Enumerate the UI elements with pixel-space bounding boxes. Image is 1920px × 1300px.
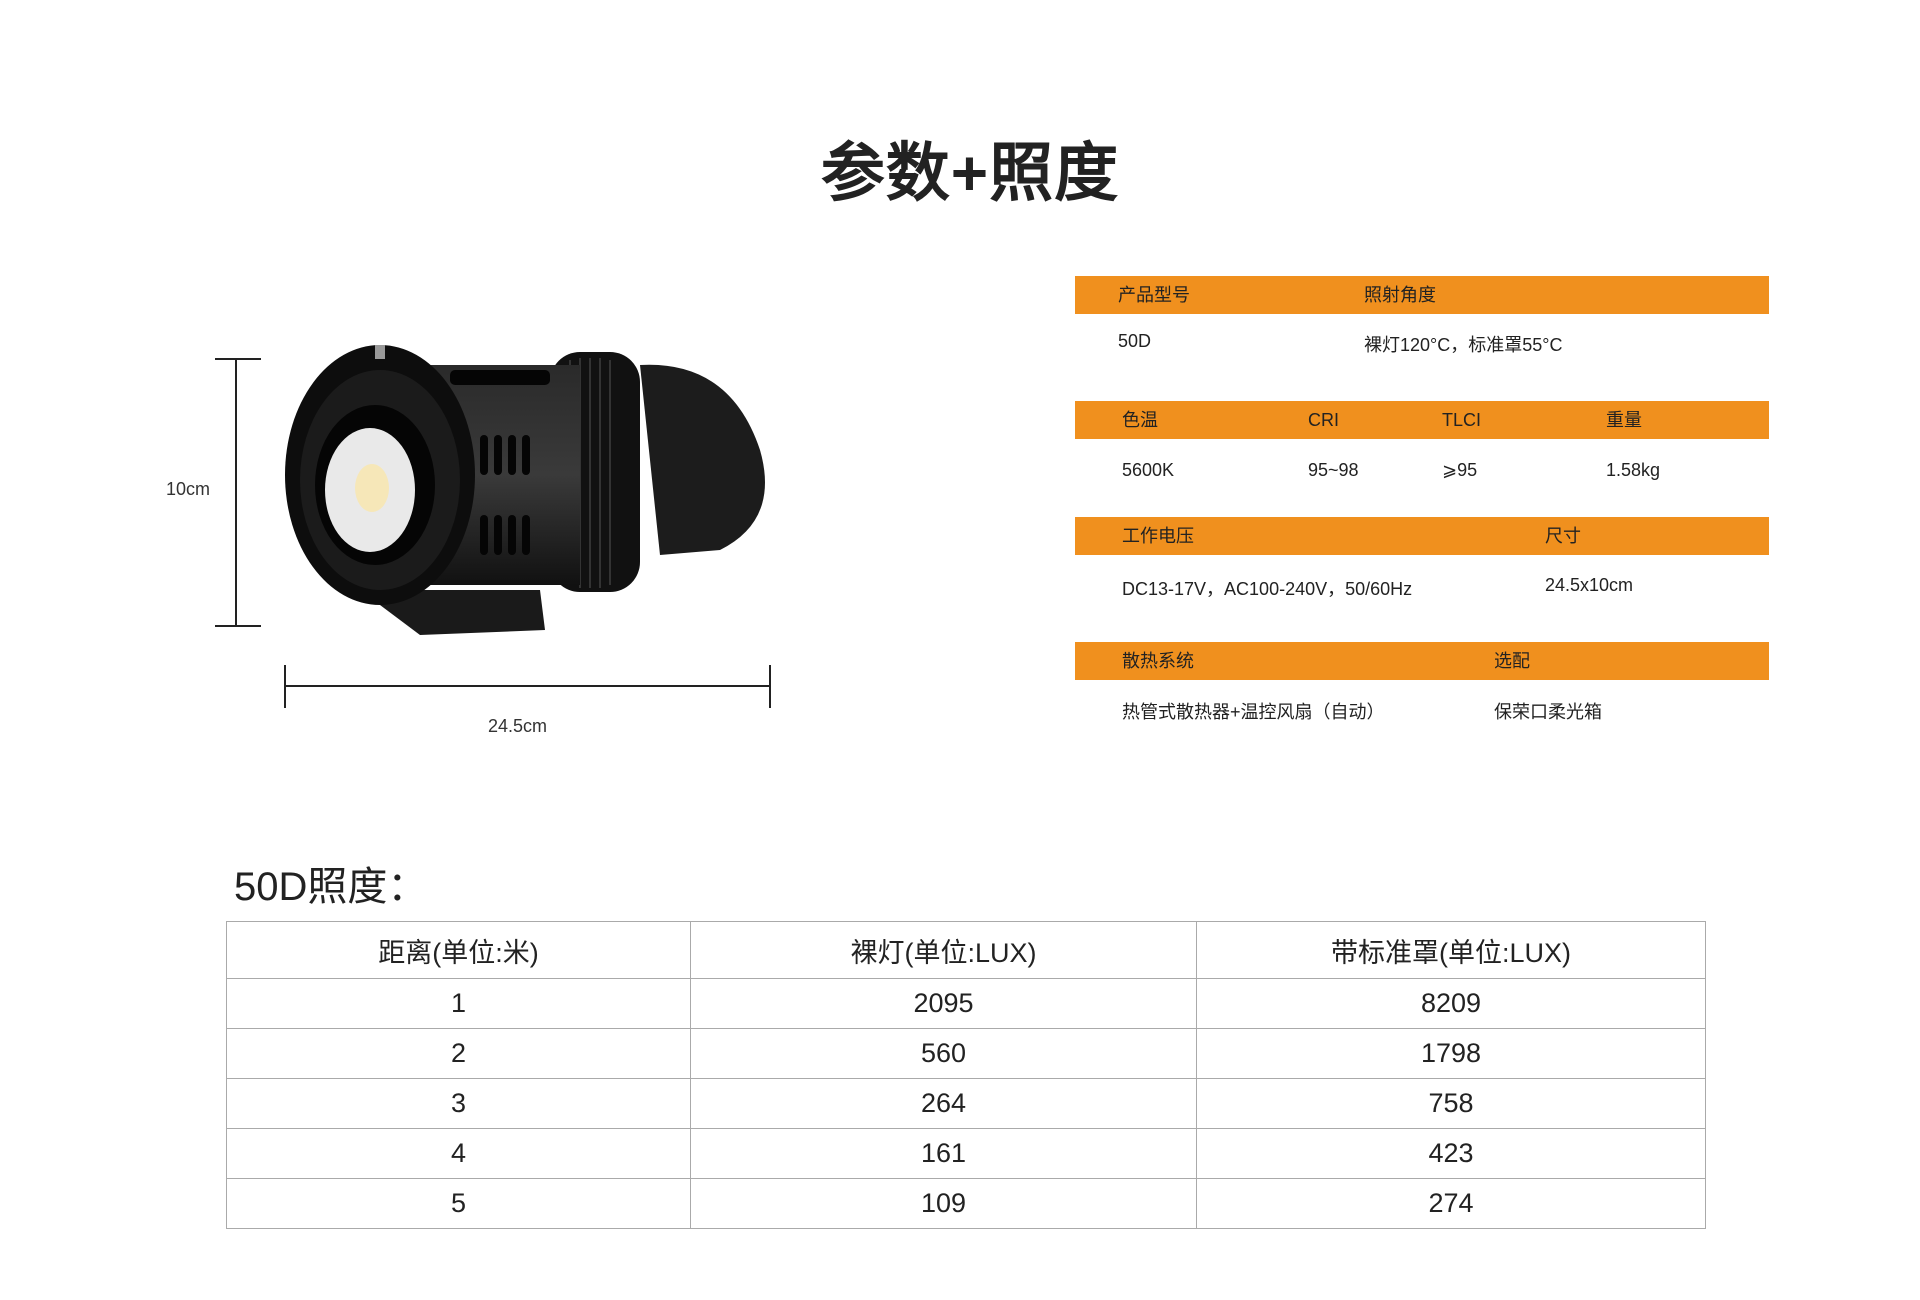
table-row: 5 109 274 [226,1178,1706,1229]
cell-bare: 109 [690,1178,1197,1229]
height-dimension-line [235,358,237,626]
cell-distance: 3 [226,1078,691,1129]
cell-bare: 560 [690,1028,1197,1079]
cell-reflector: 274 [1196,1178,1706,1229]
illuminance-table: 距离(单位:米) 裸灯(单位:LUX) 带标准罩(单位:LUX) 1 2095 82… [226,921,1706,1229]
cell-bare: 161 [690,1128,1197,1179]
spec-header-bar: 工作电压 尺寸 [1075,517,1769,555]
cell-distance: 5 [226,1178,691,1229]
spec-header-optional: 选配 [1494,651,1530,671]
spec-header-cri: CRI [1308,410,1339,430]
cell-reflector: 8209 [1196,978,1706,1029]
spec-value-model: 50D [1118,331,1152,351]
spec-value-cooling: 热管式散热器+温控风扇（自动） [1122,702,1385,722]
spec-header-color-temp: 色温 [1122,410,1158,430]
width-label: 24.5cm [488,716,548,736]
product-image [285,345,765,635]
cell-distance: 2 [226,1028,691,1079]
spec-header-size: 尺寸 [1545,526,1581,546]
height-dimension-bottom-tick [215,625,261,627]
spec-value-color-temp: 5600K [1122,460,1175,480]
height-label: 10cm [166,479,211,499]
cell-distance: 1 [226,978,691,1029]
spec-value-size: 24.5x10cm [1545,575,1634,595]
table-row: 3 264 758 [226,1078,1706,1129]
spec-value-weight: 1.58kg [1606,460,1661,480]
spec-header-tlci: TLCI [1442,410,1482,430]
spec-header-cooling: 散热系统 [1122,651,1194,671]
column-header-bare: 裸灯(单位:LUX) [690,921,1197,979]
spec-value-beam-angle: 裸灯120°C，标准罩55°C [1364,335,1563,355]
spec-header-model: 产品型号 [1118,285,1190,305]
spec-header-bar: 产品型号 照射角度 [1075,276,1769,314]
spec-value-optional: 保荣口柔光箱 [1494,702,1602,722]
illuminance-title: 50D照度： [234,865,428,909]
table-row: 2 560 1798 [226,1028,1706,1079]
width-dimension-right-tick [769,665,771,708]
cell-bare: 264 [690,1078,1197,1129]
cell-reflector: 1798 [1196,1028,1706,1079]
spec-header-bar: 色温 CRI TLCI 重量 [1075,401,1769,439]
column-header-distance: 距离(单位:米) [226,921,691,979]
spec-header-bar: 散热系统 选配 [1075,642,1769,680]
spec-value-cri: 95~98 [1308,460,1359,480]
table-header-row: 距离(单位:米) 裸灯(单位:LUX) 带标准罩(单位:LUX) [226,921,1706,979]
width-dimension-line [284,685,771,687]
spec-value-voltage: DC13-17V，AC100-240V，50/60Hz [1122,579,1413,599]
spec-header-voltage: 工作电压 [1122,526,1194,546]
column-header-reflector: 带标准罩(单位:LUX) [1196,921,1706,979]
cell-bare: 2095 [690,978,1197,1029]
table-row: 4 161 423 [226,1128,1706,1179]
spec-header-beam-angle: 照射角度 [1364,285,1436,305]
spec-header-weight: 重量 [1606,410,1642,430]
width-dimension-left-tick [284,665,286,708]
cell-reflector: 758 [1196,1078,1706,1129]
cell-reflector: 423 [1196,1128,1706,1179]
page-title: 参数+照度 [820,137,1120,209]
table-row: 1 2095 8209 [226,978,1706,1029]
height-dimension-top-tick [215,358,261,360]
spec-value-tlci: ⩾95 [1442,460,1478,480]
cell-distance: 4 [226,1128,691,1179]
